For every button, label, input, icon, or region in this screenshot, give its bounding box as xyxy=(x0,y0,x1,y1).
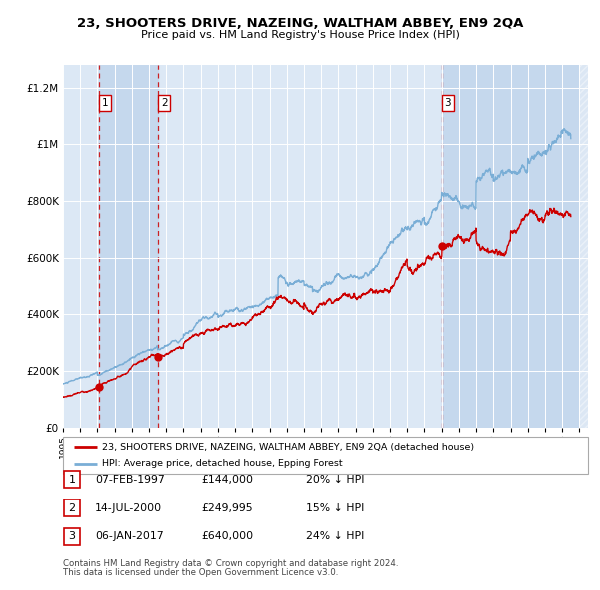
Text: This data is licensed under the Open Government Licence v3.0.: This data is licensed under the Open Gov… xyxy=(63,568,338,577)
Bar xyxy=(442,65,588,428)
Text: 1: 1 xyxy=(68,475,76,484)
Text: 3: 3 xyxy=(445,98,451,108)
Bar xyxy=(580,65,588,428)
Text: HPI: Average price, detached house, Epping Forest: HPI: Average price, detached house, Eppi… xyxy=(103,459,343,468)
Text: 3: 3 xyxy=(68,532,76,541)
Text: Contains HM Land Registry data © Crown copyright and database right 2024.: Contains HM Land Registry data © Crown c… xyxy=(63,559,398,568)
Text: 15% ↓ HPI: 15% ↓ HPI xyxy=(306,503,364,513)
Text: 2: 2 xyxy=(68,503,76,513)
Text: 20% ↓ HPI: 20% ↓ HPI xyxy=(306,475,365,484)
Text: 23, SHOOTERS DRIVE, NAZEING, WALTHAM ABBEY, EN9 2QA (detached house): 23, SHOOTERS DRIVE, NAZEING, WALTHAM ABB… xyxy=(103,443,475,452)
Text: £640,000: £640,000 xyxy=(201,532,253,541)
Text: £144,000: £144,000 xyxy=(201,475,253,484)
Text: 1: 1 xyxy=(102,98,109,108)
Text: 07-FEB-1997: 07-FEB-1997 xyxy=(95,475,164,484)
Text: 14-JUL-2000: 14-JUL-2000 xyxy=(95,503,162,513)
Text: 2: 2 xyxy=(161,98,167,108)
Bar xyxy=(99,65,158,428)
Text: 06-JAN-2017: 06-JAN-2017 xyxy=(95,532,163,541)
Text: £249,995: £249,995 xyxy=(201,503,253,513)
Text: 23, SHOOTERS DRIVE, NAZEING, WALTHAM ABBEY, EN9 2QA: 23, SHOOTERS DRIVE, NAZEING, WALTHAM ABB… xyxy=(77,17,523,30)
Text: 24% ↓ HPI: 24% ↓ HPI xyxy=(306,532,364,541)
Text: Price paid vs. HM Land Registry's House Price Index (HPI): Price paid vs. HM Land Registry's House … xyxy=(140,31,460,40)
